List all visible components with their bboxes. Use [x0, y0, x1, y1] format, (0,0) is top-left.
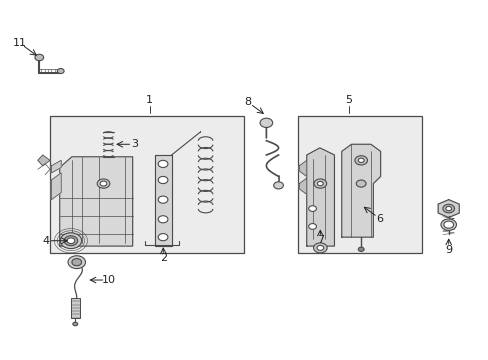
Text: 3: 3	[131, 139, 138, 149]
Text: 1: 1	[146, 95, 153, 105]
Polygon shape	[51, 173, 61, 200]
Circle shape	[67, 238, 75, 244]
Circle shape	[273, 182, 283, 189]
Circle shape	[308, 206, 316, 211]
Circle shape	[158, 216, 167, 223]
Circle shape	[100, 181, 107, 186]
Bar	[50, 116, 244, 253]
Circle shape	[64, 236, 78, 246]
Circle shape	[445, 206, 451, 211]
Circle shape	[158, 234, 167, 241]
Circle shape	[442, 204, 454, 213]
Bar	[71, 298, 80, 318]
Circle shape	[308, 224, 316, 229]
Circle shape	[57, 68, 64, 73]
Circle shape	[443, 221, 453, 228]
Text: 4: 4	[42, 236, 49, 246]
Polygon shape	[60, 157, 132, 246]
Circle shape	[158, 160, 167, 167]
Circle shape	[60, 233, 81, 249]
Circle shape	[260, 118, 272, 127]
Text: 7: 7	[316, 235, 323, 245]
Circle shape	[356, 180, 366, 187]
Circle shape	[72, 258, 81, 266]
Polygon shape	[154, 155, 171, 246]
Circle shape	[313, 179, 326, 188]
Circle shape	[358, 158, 364, 162]
Polygon shape	[306, 148, 334, 246]
Circle shape	[354, 156, 367, 165]
Circle shape	[316, 246, 323, 250]
Text: 6: 6	[375, 213, 383, 224]
Text: 10: 10	[101, 275, 115, 285]
Polygon shape	[299, 178, 306, 194]
Circle shape	[73, 322, 78, 326]
Polygon shape	[341, 144, 380, 237]
Circle shape	[97, 179, 110, 188]
Circle shape	[68, 256, 85, 269]
Text: 5: 5	[345, 95, 352, 105]
Text: 9: 9	[444, 245, 451, 255]
Text: 2: 2	[160, 253, 166, 263]
Text: 11: 11	[13, 38, 27, 48]
Polygon shape	[38, 155, 50, 166]
Text: 8: 8	[244, 97, 251, 107]
Circle shape	[440, 219, 456, 230]
Circle shape	[35, 54, 43, 61]
Circle shape	[158, 176, 167, 184]
Circle shape	[158, 196, 167, 203]
Circle shape	[317, 181, 323, 186]
Polygon shape	[51, 160, 61, 173]
Polygon shape	[437, 200, 458, 217]
Bar	[297, 116, 421, 253]
Polygon shape	[299, 160, 306, 176]
Circle shape	[313, 243, 326, 253]
Circle shape	[358, 247, 364, 251]
